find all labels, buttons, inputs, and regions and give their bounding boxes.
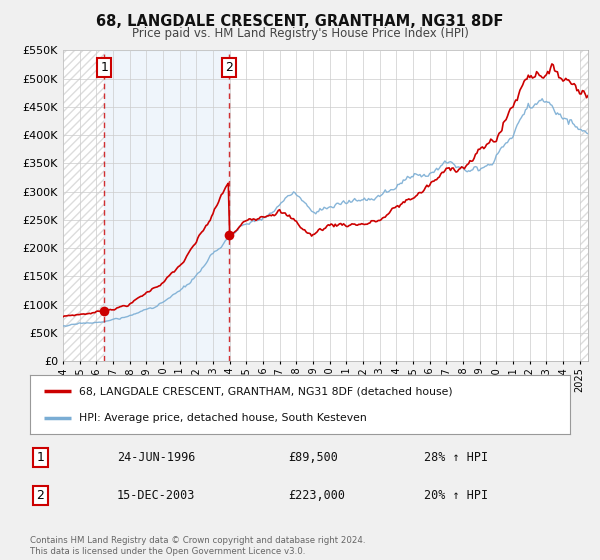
Text: 68, LANGDALE CRESCENT, GRANTHAM, NG31 8DF: 68, LANGDALE CRESCENT, GRANTHAM, NG31 8D… xyxy=(97,14,503,29)
Text: £89,500: £89,500 xyxy=(289,451,338,464)
Text: 2: 2 xyxy=(37,489,44,502)
Bar xyxy=(63,50,104,361)
Text: 15-DEC-2003: 15-DEC-2003 xyxy=(116,489,195,502)
Text: 28% ↑ HPI: 28% ↑ HPI xyxy=(424,451,488,464)
Bar xyxy=(63,50,104,361)
Text: Price paid vs. HM Land Registry's House Price Index (HPI): Price paid vs. HM Land Registry's House … xyxy=(131,27,469,40)
Text: 68, LANGDALE CRESCENT, GRANTHAM, NG31 8DF (detached house): 68, LANGDALE CRESCENT, GRANTHAM, NG31 8D… xyxy=(79,386,452,396)
Text: HPI: Average price, detached house, South Kesteven: HPI: Average price, detached house, Sout… xyxy=(79,413,367,423)
Bar xyxy=(580,50,600,361)
Bar xyxy=(104,50,229,361)
Text: 20% ↑ HPI: 20% ↑ HPI xyxy=(424,489,488,502)
Text: £223,000: £223,000 xyxy=(289,489,346,502)
Text: 24-JUN-1996: 24-JUN-1996 xyxy=(116,451,195,464)
Text: Contains HM Land Registry data © Crown copyright and database right 2024.
This d: Contains HM Land Registry data © Crown c… xyxy=(30,536,365,556)
Text: 2: 2 xyxy=(225,61,233,74)
Text: 1: 1 xyxy=(37,451,44,464)
Text: 1: 1 xyxy=(100,61,108,74)
